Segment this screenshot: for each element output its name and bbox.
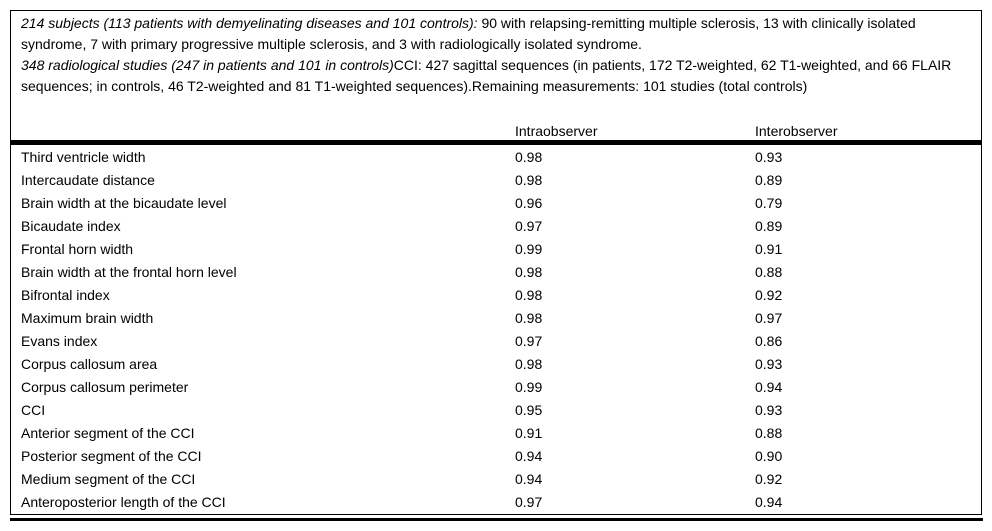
measurement-label: Medium segment of the CCI	[21, 470, 196, 487]
table-body: Third ventricle width 0.98 0.93 Intercau…	[11, 146, 981, 514]
measurement-label: Anterior segment of the CCI	[21, 424, 195, 441]
intraobserver-value: 0.98	[515, 355, 543, 372]
table-frame: 214 subjects (113 patients with demyelin…	[9, 10, 982, 515]
measurement-label: Corpus callosum perimeter	[21, 378, 189, 395]
table-caption-note: 214 subjects (113 patients with demyelin…	[21, 13, 969, 97]
measurement-label: Anteroposterior length of the CCI	[21, 493, 226, 510]
measurement-label: Posterior segment of the CCI	[21, 447, 202, 464]
table-row: Anterior segment of the CCI 0.91 0.88	[11, 422, 981, 445]
measurement-label: CCI	[21, 401, 46, 418]
note-regular-segment: CCI: 427 sagittal sequences (in patients…	[21, 57, 952, 94]
interobserver-value: 0.89	[755, 217, 783, 234]
table-row: Evans index 0.97 0.86	[11, 330, 981, 353]
note-italic-segment: 214 subjects (113 patients with demyelin…	[21, 15, 478, 31]
intraobserver-value: 0.97	[515, 217, 543, 234]
table-row: Anteroposterior length of the CCI 0.97 0…	[11, 491, 981, 514]
intraobserver-value: 0.98	[515, 263, 543, 280]
interobserver-value: 0.88	[755, 424, 783, 441]
header-separator-rule	[9, 140, 982, 145]
table-row: Corpus callosum perimeter 0.99 0.94	[11, 376, 981, 399]
intraobserver-value: 0.98	[515, 309, 543, 326]
interobserver-value: 0.79	[755, 194, 783, 211]
table-row: CCI 0.95 0.93	[11, 399, 981, 422]
table-row: Brain width at the frontal horn level 0.…	[11, 261, 981, 284]
table-row: Corpus callosum area 0.98 0.93	[11, 353, 981, 376]
intraobserver-value: 0.98	[515, 286, 543, 303]
intraobserver-value: 0.98	[515, 148, 543, 165]
interobserver-value: 0.89	[755, 171, 783, 188]
intraobserver-value: 0.97	[515, 493, 543, 510]
table-header-row: Intraobserver Interobserver	[11, 121, 981, 141]
table-row: Maximum brain width 0.98 0.97	[11, 307, 981, 330]
table-row: Brain width at the bicaudate level 0.96 …	[11, 192, 981, 215]
interobserver-value: 0.90	[755, 447, 783, 464]
measurement-label: Bicaudate index	[21, 217, 121, 234]
note-paragraph: 214 subjects (113 patients with demyelin…	[21, 13, 969, 55]
note-italic-segment: 348 radiological studies (247 in patient…	[21, 57, 394, 73]
measurement-label: Evans index	[21, 332, 98, 349]
measurement-label: Frontal horn width	[21, 240, 134, 257]
interobserver-value: 0.88	[755, 263, 783, 280]
measurement-label: Brain width at the bicaudate level	[21, 194, 227, 211]
table-row: Medium segment of the CCI 0.94 0.92	[11, 468, 981, 491]
interobserver-value: 0.93	[755, 355, 783, 372]
measurement-label: Maximum brain width	[21, 309, 154, 326]
interobserver-value: 0.93	[755, 148, 783, 165]
column-header-interobserver: Interobserver	[755, 123, 838, 139]
interobserver-value: 0.94	[755, 493, 783, 510]
interobserver-value: 0.92	[755, 286, 783, 303]
note-regular-segment: 90 with relapsing-remitting multiple scl…	[21, 15, 916, 52]
interobserver-value: 0.97	[755, 309, 783, 326]
table-row: Bicaudate index 0.97 0.89	[11, 215, 981, 238]
table-row: Third ventricle width 0.98 0.93	[11, 146, 981, 169]
measurement-label: Intercaudate distance	[21, 171, 155, 188]
interobserver-value: 0.94	[755, 378, 783, 395]
interobserver-value: 0.92	[755, 470, 783, 487]
interobserver-value: 0.86	[755, 332, 783, 349]
intraobserver-value: 0.91	[515, 424, 543, 441]
intraobserver-value: 0.98	[515, 171, 543, 188]
intraobserver-value: 0.95	[515, 401, 543, 418]
measurement-label: Third ventricle width	[21, 148, 146, 165]
column-header-intraobserver: Intraobserver	[515, 123, 598, 139]
table-row: Posterior segment of the CCI 0.94 0.90	[11, 445, 981, 468]
intraobserver-value: 0.94	[515, 470, 543, 487]
interobserver-value: 0.91	[755, 240, 783, 257]
intraobserver-value: 0.94	[515, 447, 543, 464]
table-row: Intercaudate distance 0.98 0.89	[11, 169, 981, 192]
intraobserver-value: 0.99	[515, 240, 543, 257]
measurement-label: Bifrontal index	[21, 286, 110, 303]
measurement-label: Brain width at the frontal horn level	[21, 263, 237, 280]
note-paragraph: 348 radiological studies (247 in patient…	[21, 55, 969, 97]
intraobserver-value: 0.97	[515, 332, 543, 349]
measurement-label: Corpus callosum area	[21, 355, 158, 372]
intraobserver-value: 0.99	[515, 378, 543, 395]
table-row: Bifrontal index 0.98 0.92	[11, 284, 981, 307]
intraobserver-value: 0.96	[515, 194, 543, 211]
table-row: Frontal horn width 0.99 0.91	[11, 238, 981, 261]
interobserver-value: 0.93	[755, 401, 783, 418]
table-bottom-rule	[10, 518, 983, 521]
